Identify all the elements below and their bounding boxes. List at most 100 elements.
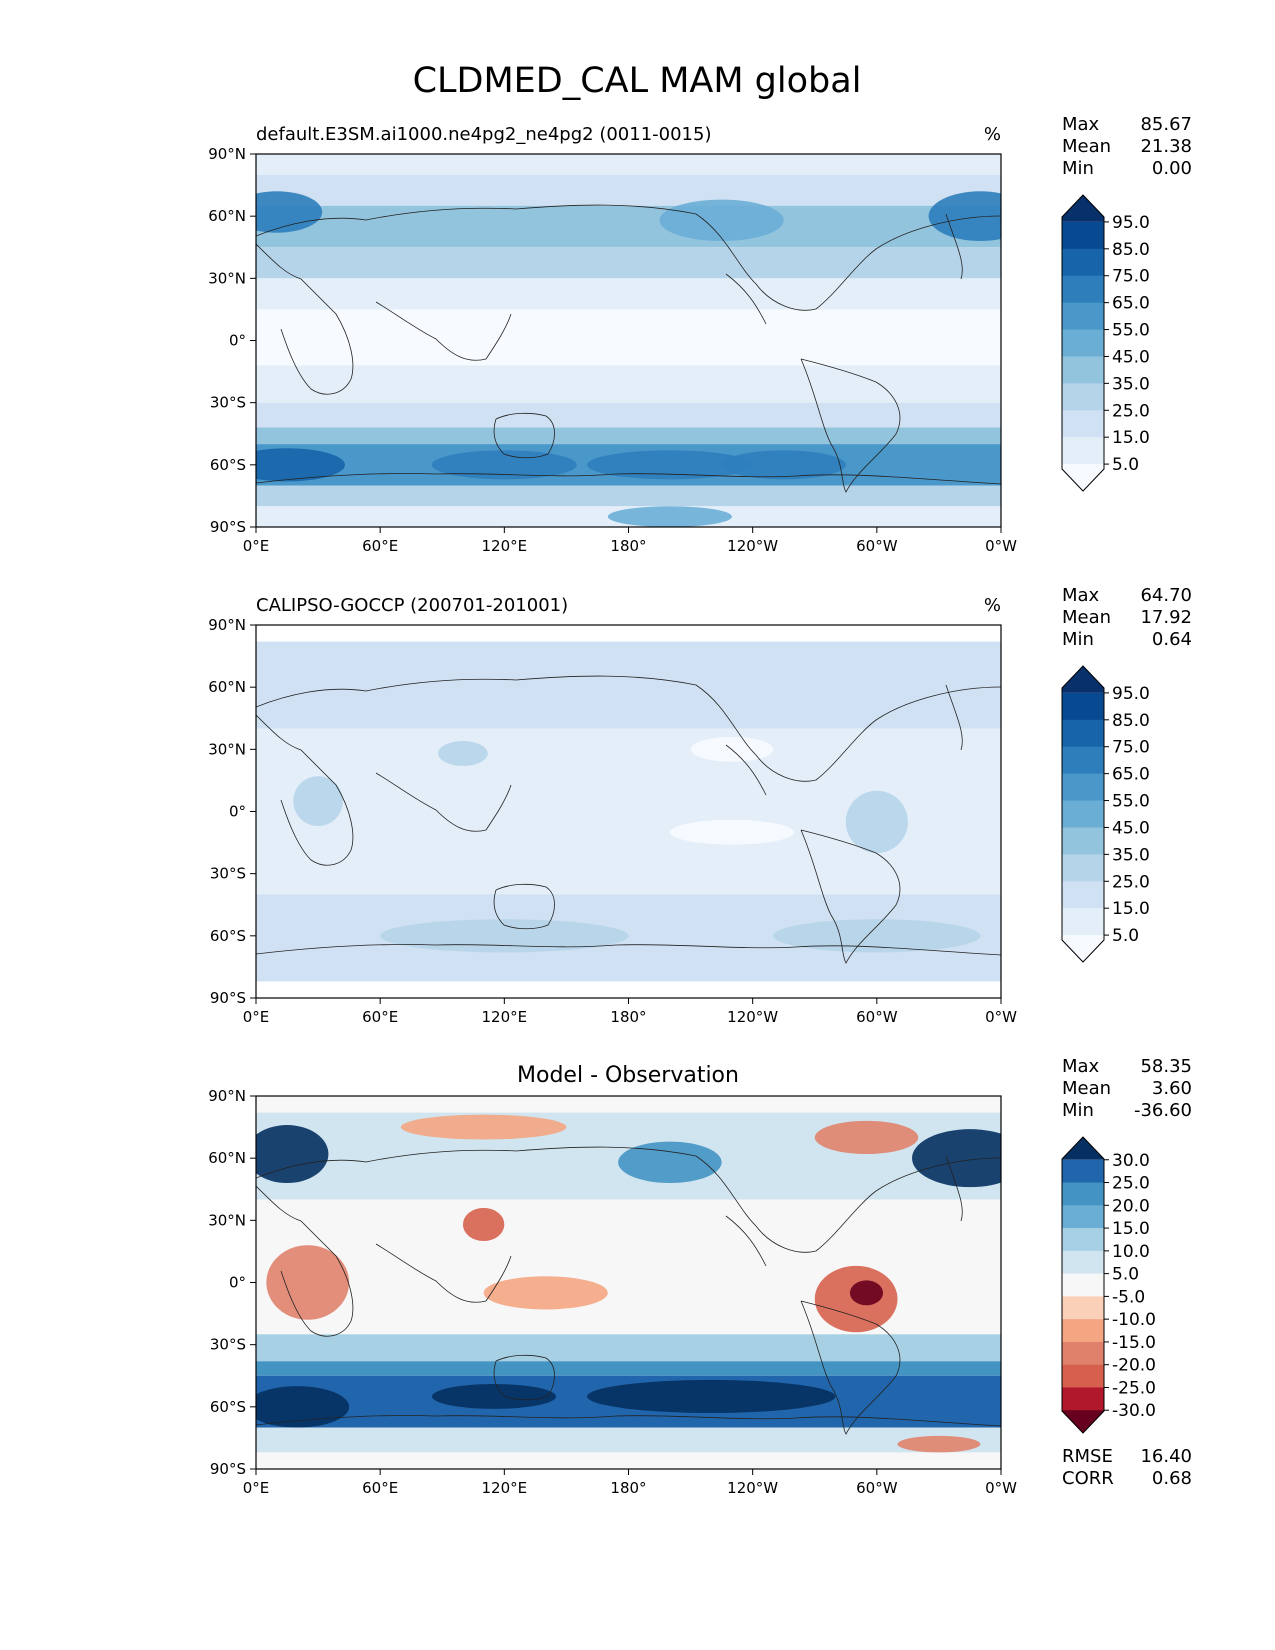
x-tick-label: 0°E xyxy=(243,1008,270,1026)
field-blob xyxy=(256,191,323,233)
stat-value: 0.00 xyxy=(1152,158,1192,179)
panel-title-center: Model - Observation xyxy=(517,1063,739,1088)
y-tick-label: 90°S xyxy=(210,518,246,536)
figure-title: CLDMED_CAL MAM global xyxy=(413,61,862,101)
lat-band xyxy=(256,174,1001,206)
colorbar-segment xyxy=(1062,356,1104,384)
colorbar-segment xyxy=(1062,275,1104,304)
colorbar-tick-label: 65.0 xyxy=(1112,294,1150,314)
panel-units: % xyxy=(984,124,1001,145)
stat-value: 0.68 xyxy=(1152,1468,1192,1489)
colorbar-tick-label: 45.0 xyxy=(1112,818,1150,838)
field-blob xyxy=(897,1435,981,1453)
coastline xyxy=(725,1215,767,1267)
field-blob xyxy=(618,1141,722,1184)
colorbar: 30.0 25.020.0 15.0 10.0 5.0-5.0 -10.0 -15.0 -20… xyxy=(1061,1136,1156,1434)
colorbar-segment xyxy=(1062,1410,1104,1433)
coastline xyxy=(945,1155,963,1222)
field-blob xyxy=(669,819,795,845)
colorbar-tick-label: 15.0 xyxy=(1112,428,1150,448)
colorbar-segment xyxy=(1062,1205,1104,1229)
lat-band xyxy=(256,1452,1001,1469)
colorbar-tick-label: 55.0 xyxy=(1112,792,1150,812)
colorbar-tick-label: 25.0 xyxy=(1112,401,1150,421)
coastline xyxy=(945,684,963,751)
field-blob xyxy=(431,450,577,480)
field-blob xyxy=(587,1379,836,1414)
field-blob xyxy=(293,776,343,827)
colorbar-segment xyxy=(1062,773,1104,802)
colorbar-tick-label: 75.0 xyxy=(1112,267,1150,287)
data-field xyxy=(256,154,1001,527)
colorbar-segment xyxy=(1062,221,1104,250)
colorbar-tick-label: 45.0 xyxy=(1112,347,1150,367)
colorbar-segment xyxy=(1062,1273,1104,1297)
colorbar-tick-label: 85.0 xyxy=(1112,711,1150,731)
colorbar-segment xyxy=(1062,464,1104,491)
y-tick-label: 30°S xyxy=(210,394,246,412)
y-tick-label: 30°S xyxy=(210,1336,246,1354)
y-tick-label: 90°N xyxy=(208,616,246,634)
coastline xyxy=(800,1300,901,1435)
field-blob xyxy=(587,450,753,480)
stat-label: CORR xyxy=(1062,1468,1114,1489)
stat-value: 85.67 xyxy=(1140,114,1192,135)
lat-band xyxy=(256,205,1001,248)
coastline xyxy=(493,883,555,930)
colorbar-tick-label: -15.0 xyxy=(1112,1333,1156,1353)
colorbar-tick-label: -5.0 xyxy=(1112,1287,1145,1307)
field-blob xyxy=(256,1125,329,1184)
panel-title-left: default.E3SM.ai1000.ne4pg2_ne4pg2 (0011-… xyxy=(256,124,711,145)
colorbar-tick-label: -30.0 xyxy=(1112,1401,1156,1421)
colorbar-segment xyxy=(1062,854,1104,882)
colorbar-segment xyxy=(1062,746,1104,775)
stats-box: Max 64.70 Mean 17.92 Min 0.64 xyxy=(1062,585,1192,650)
field-blob xyxy=(462,1207,505,1242)
field-blob xyxy=(607,506,732,527)
x-tick-label: 120°E xyxy=(482,537,528,555)
x-tick-label: 0°W xyxy=(985,1008,1017,1026)
stat-label: Max xyxy=(1062,114,1100,135)
colorbar-tick-label: 75.0 xyxy=(1112,738,1150,758)
y-tick-label: 30°N xyxy=(208,740,246,758)
y-tick-label: 0° xyxy=(229,803,246,821)
colorbar-tick-label: 55.0 xyxy=(1112,321,1150,341)
lat-band xyxy=(256,728,1001,781)
lat-band xyxy=(256,1361,1001,1376)
lat-band xyxy=(256,427,1001,445)
lat-band xyxy=(256,641,1001,729)
coastline xyxy=(256,675,1001,782)
colorbar-tick-label: 15.0 xyxy=(1112,899,1150,919)
x-tick-label: 0°W xyxy=(985,1479,1017,1497)
stat-label: Max xyxy=(1062,1056,1100,1077)
stat-value: 58.35 xyxy=(1140,1056,1192,1077)
coastline xyxy=(800,358,901,493)
colorbar-tick-label: 95.0 xyxy=(1112,684,1150,704)
colorbar-tick-label: -10.0 xyxy=(1112,1310,1156,1330)
colorbar-segment xyxy=(1062,1364,1104,1388)
colorbar-segment xyxy=(1062,827,1104,855)
field-blob xyxy=(928,191,1001,242)
y-tick-label: 30°N xyxy=(208,269,246,287)
data-field xyxy=(256,1096,1001,1469)
colorbar-segment xyxy=(1062,1319,1104,1343)
coastline xyxy=(375,1243,512,1303)
colorbar-segment xyxy=(1062,195,1104,222)
coastline xyxy=(800,829,901,964)
x-tick-label: 60°E xyxy=(362,1479,398,1497)
x-tick-label: 120°W xyxy=(727,537,778,555)
lat-band xyxy=(256,1427,1001,1453)
colorbar-segment xyxy=(1062,1387,1104,1411)
colorbar: 95.0 85.0 75.0 65.0 55.0 45.0 35.0 25.0 15.0 5.0 xyxy=(1061,194,1150,492)
colorbar-segment xyxy=(1062,800,1104,828)
colorbar-tick-label: 5.0 xyxy=(1112,1265,1139,1285)
colorbar-segment xyxy=(1062,1137,1104,1160)
field-blob xyxy=(721,450,846,480)
stat-label: Min xyxy=(1062,1100,1094,1121)
panel-reference: CALIPSO-GOCCP (200701-201001) % 0°E 60°E 1… xyxy=(208,585,1192,1026)
x-tick-label: 180° xyxy=(610,1479,646,1497)
colorbar-segment xyxy=(1062,248,1104,277)
coastline xyxy=(493,1354,555,1401)
field-blob xyxy=(256,448,345,482)
coastline xyxy=(256,944,1001,956)
